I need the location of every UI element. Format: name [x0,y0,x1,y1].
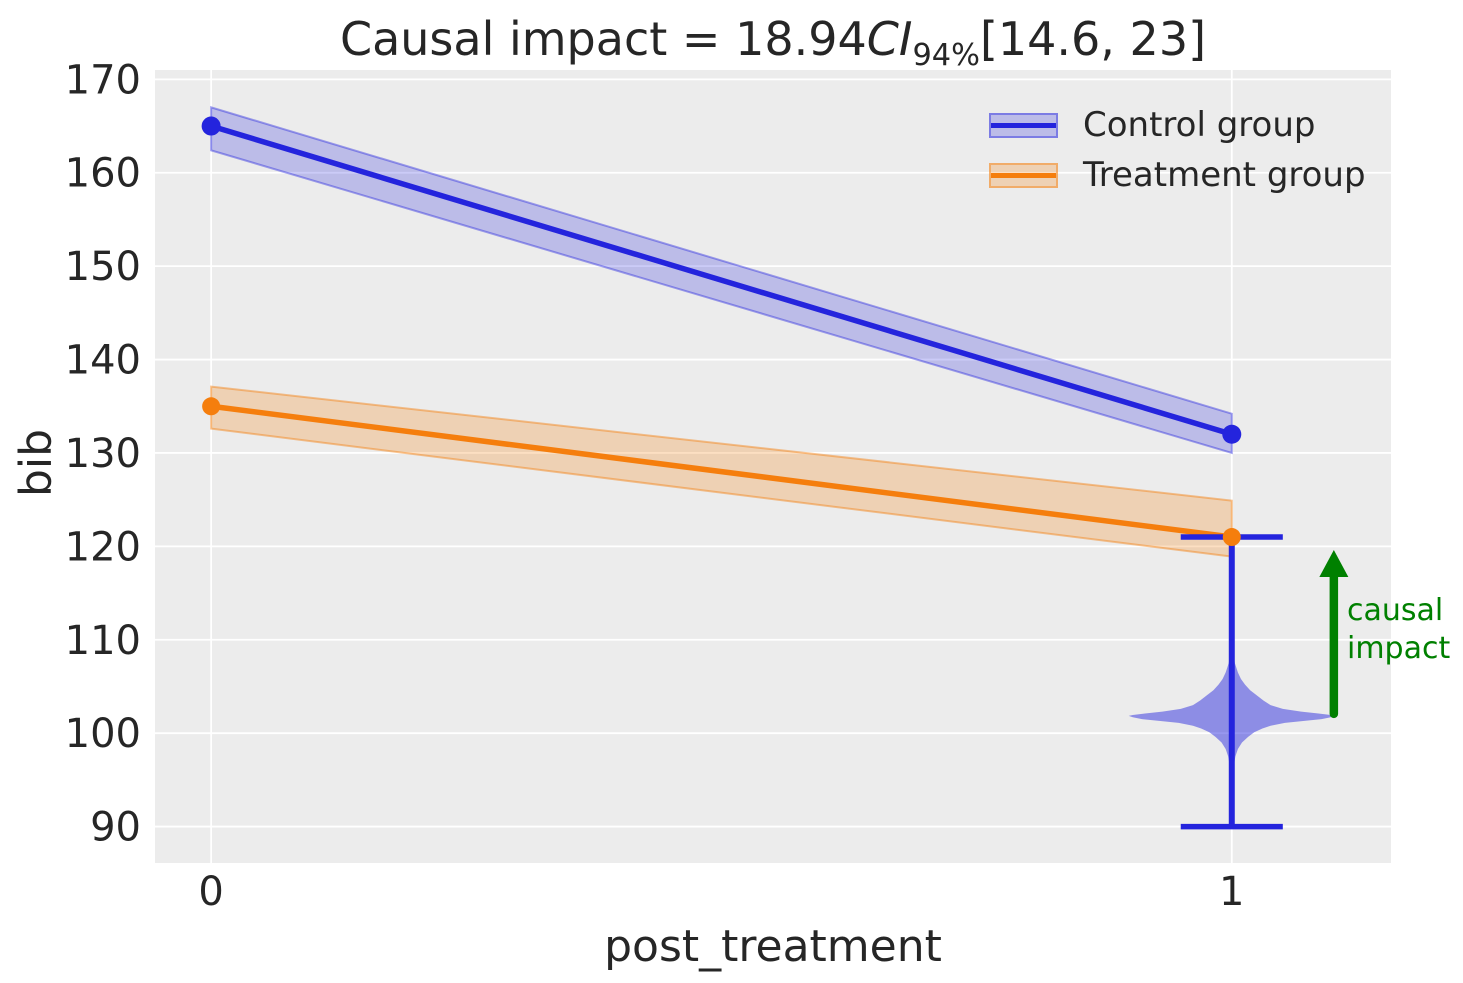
control-marker [1222,424,1242,444]
legend: Control group Treatment group [989,100,1366,200]
treatment-line [210,403,1233,540]
chart-title: Causal impact = 18.94CI94%[14.6, 23] [155,13,1391,74]
y-tick-label: 170 [65,57,141,103]
y-tick-label: 110 [65,618,141,664]
title-prefix: Causal impact = 18.94 [339,12,867,66]
y-tick-label: 120 [65,524,141,570]
y-axis-label: bib [10,428,62,498]
treatment-marker [202,397,221,416]
y-tick-label: 150 [65,244,141,290]
causal-impact-annotation: causal impact [1347,593,1451,666]
legend-label-control: Control group [1083,105,1316,145]
legend-line-treatment [991,172,1056,178]
legend-label-treatment: Treatment group [1083,155,1366,195]
plot-area [155,70,1391,863]
title-interval: [14.6, 23] [979,12,1207,66]
x-tick-label: 0 [198,869,223,915]
legend-item-treatment: Treatment group [989,150,1366,200]
x-tick-label: 1 [1219,869,1244,915]
control-line [210,123,1233,437]
legend-swatch-control [989,112,1058,138]
legend-swatch-treatment [989,162,1058,188]
y-tick-label: 130 [65,431,141,477]
legend-item-control: Control group [989,100,1366,150]
title-ci-subscript: 94% [912,38,980,74]
impact-arrow-head [1319,550,1349,578]
x-axis-label: post_treatment [604,921,942,972]
y-tick-label: 140 [65,338,141,384]
y-tick-label: 160 [65,151,141,197]
y-tick-label: 90 [90,805,141,851]
title-ci: CI [866,12,913,66]
control-marker [201,116,221,136]
y-tick-label: 100 [65,711,141,757]
treatment-marker [1222,528,1241,547]
legend-line-control [991,122,1056,128]
